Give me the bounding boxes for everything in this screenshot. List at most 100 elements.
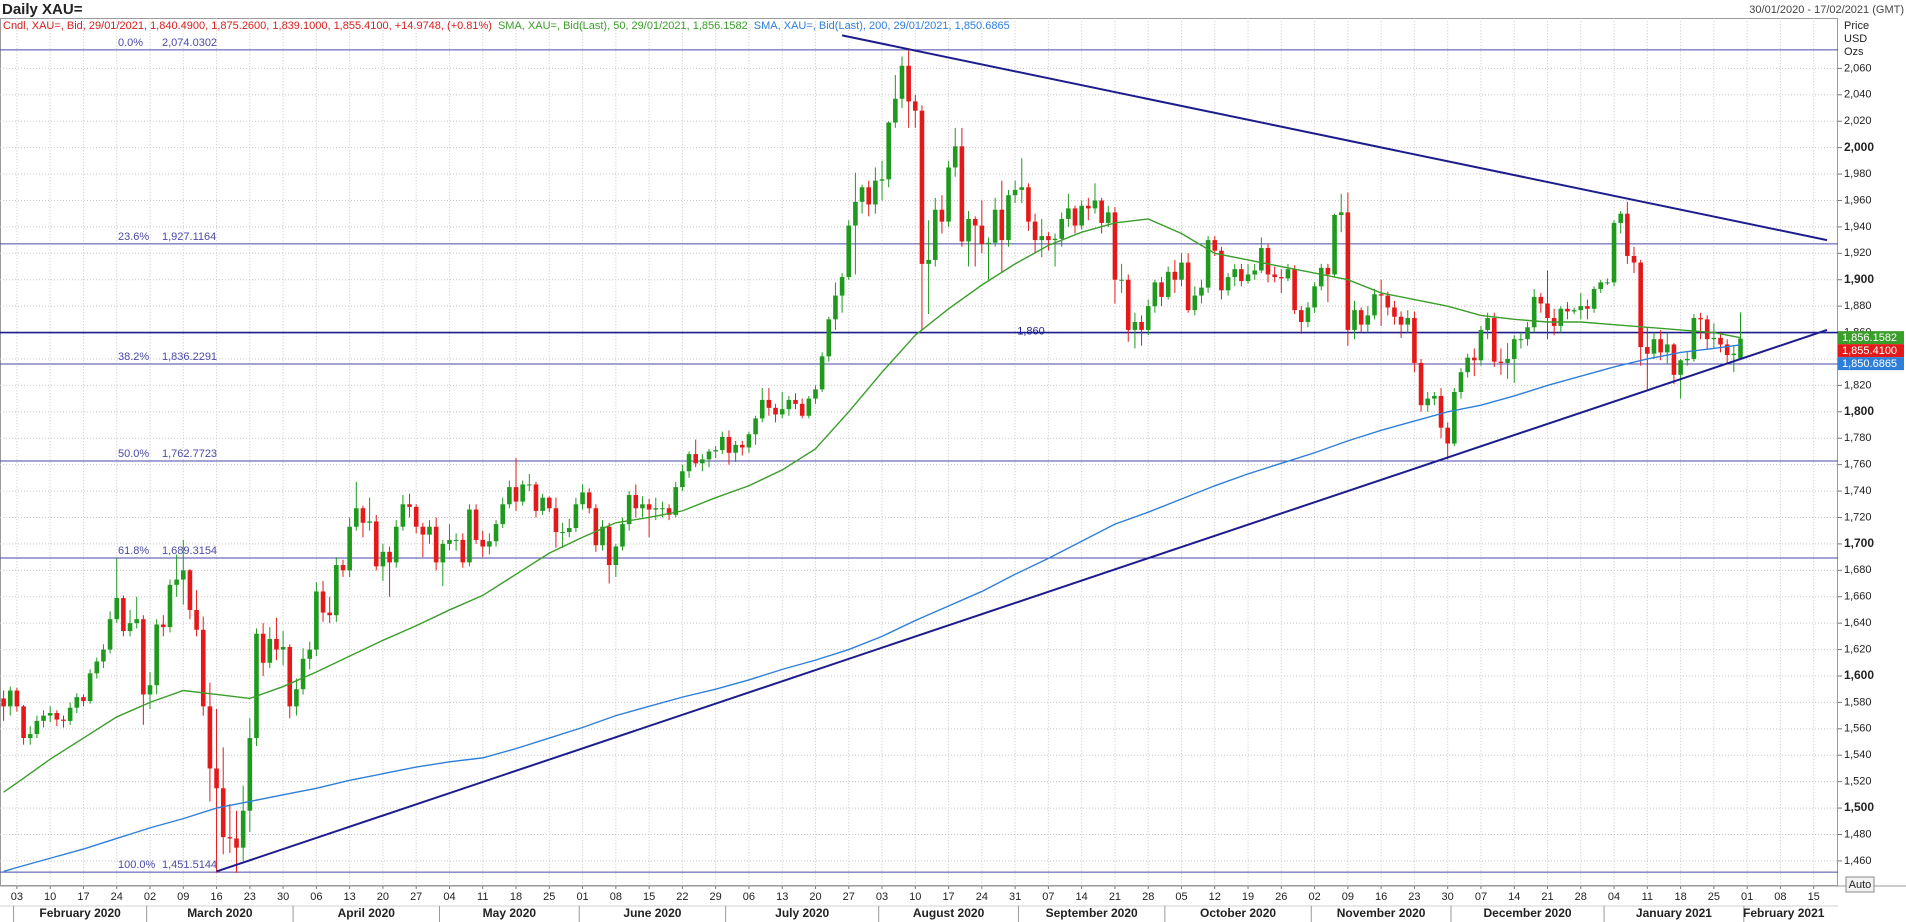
x-tick-label: 28 [1142,891,1154,903]
candle-body [913,101,918,111]
fib-value: 1,762.7723 [162,448,217,460]
candle-body [1678,360,1683,375]
candle-body [187,570,193,610]
candle-body [546,497,552,509]
candle-body [753,418,758,435]
y-tick-label: 1,740 [1844,485,1872,497]
candle-body [81,697,86,702]
candle-body [34,720,40,735]
x-tick-label: 25 [1708,891,1720,903]
candle-body [247,738,253,811]
candle-body [1032,221,1038,241]
candle-body [626,495,632,525]
y-tick-label: 1,540 [1844,749,1872,761]
candle-body [966,218,971,242]
candle-body [893,98,898,123]
candle-body [314,591,319,650]
candle-body [373,521,379,567]
x-tick-label: 26 [1275,891,1287,903]
candle-body [67,707,73,721]
x-tick-label: 15 [1808,891,1820,903]
candle-body [513,487,519,502]
candle-body [733,444,738,453]
x-tick-label: 13 [344,891,356,903]
candle-body [686,454,692,472]
candle-body [1425,398,1431,406]
candle-body [54,712,60,720]
fib-pct: 100.0% [118,859,156,871]
price-tag [1838,331,1904,345]
candle-body [593,508,599,546]
candle-body [147,685,153,695]
candle-body [1012,189,1018,196]
candle-body [1498,361,1504,363]
candle-body [1671,344,1677,375]
auto-button-label[interactable]: Auto [1849,879,1872,891]
sma-line [3,344,1741,873]
x-tick-label: 04 [443,891,455,903]
candle-body [1738,338,1743,359]
month-label: March 2020 [187,906,253,920]
candle-body [101,649,106,662]
candle-body [1631,255,1637,263]
candle-body [886,122,891,180]
y-tick-label: 1,600 [1844,668,1874,682]
candle-body [646,504,652,510]
fib-value: 2,074.0302 [162,37,217,49]
candle-body [1651,339,1657,354]
candle-body [433,526,439,563]
candle-body [1591,288,1597,309]
price-tag [1838,357,1904,371]
candle-body [566,528,572,533]
candle-body [473,509,479,540]
axis-title: Ozs [1844,46,1864,58]
candle-body [833,295,838,320]
candle-body [1059,218,1065,239]
candle-body [94,661,100,674]
candle-body [1458,372,1464,393]
candle-body [819,356,825,390]
x-tick-label: 05 [1175,891,1187,903]
candle-body [1438,395,1444,428]
month-label: November 2020 [1337,906,1426,920]
candle-body [41,715,46,721]
auto-button-box[interactable] [1845,876,1875,893]
x-tick-label: 06 [743,891,755,903]
candle-body [560,532,565,534]
candle-body [1132,321,1138,330]
candle-body [1112,212,1118,280]
candle-body [1405,318,1411,325]
candle-body [620,524,625,547]
candle-body [1664,344,1670,353]
candle-body [726,436,732,453]
candle-body [194,609,199,630]
candle-body [61,719,66,721]
candle-body [1305,307,1311,322]
x-tick-label: 23 [1408,891,1420,903]
candle-body [999,209,1005,241]
candle-body [227,837,233,839]
candle-body [347,526,352,571]
candle-body [1691,318,1697,359]
candle-body [453,539,459,541]
candle-body [1165,271,1171,297]
candle-body [972,218,978,226]
candle-body [873,180,878,205]
fib-pct: 23.6% [118,231,149,243]
candle-body [1465,357,1470,373]
candle-body [393,526,399,563]
axis-title: Price [1844,20,1869,32]
candle-body [613,546,619,566]
candle-body [666,508,672,515]
candle-body [287,646,293,707]
x-tick-label: 08 [610,891,622,903]
sma-line [3,218,1741,793]
x-tick-label: 30 [277,891,289,903]
x-tick-label: 03 [876,891,888,903]
candle-body [540,497,545,511]
x-tick-label: 14 [1076,891,1088,903]
candle-body [773,407,778,415]
month-label: May 2020 [483,906,537,920]
auto-button[interactable]: Auto [1845,876,1875,893]
candle-body [413,506,419,527]
